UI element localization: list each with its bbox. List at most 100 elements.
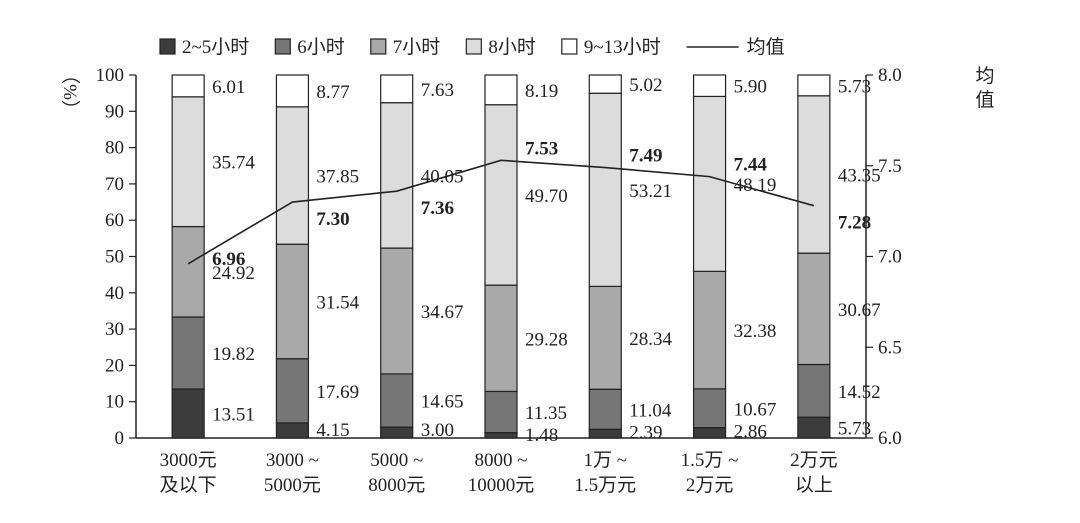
bar-segment <box>171 74 205 98</box>
mean-value-label: 7.53 <box>525 138 558 159</box>
chart-legend: 2~5小时 6小时 7小时 8小时 9~13小时 均值 <box>159 36 785 58</box>
bar-segment <box>484 284 518 393</box>
data-labels: 13.51 19.82 24.92 35.74 6.01 4.15 17.69 31.54 37… <box>212 75 880 446</box>
left-tick-label: 60 <box>105 210 124 231</box>
mean-value-label: 7.36 <box>421 198 454 219</box>
legend-swatch <box>159 38 176 55</box>
segment-value-label: 37.85 <box>316 167 359 188</box>
segment-value-label: 10.67 <box>734 399 777 420</box>
segment-value-label: 4.15 <box>316 420 349 441</box>
left-tick-label: 100 <box>96 65 125 86</box>
mean-value-label: 7.44 <box>734 155 768 176</box>
bar-segment <box>484 104 518 286</box>
legend-label: 7小时 <box>393 36 441 58</box>
segment-value-label: 35.74 <box>212 153 255 174</box>
bar-segment <box>380 247 414 375</box>
segment-value-label: 7.63 <box>421 80 454 101</box>
bar-segment <box>797 74 831 97</box>
category-label: 8000 ~ <box>474 450 527 471</box>
left-tick-label: 70 <box>105 174 124 195</box>
bar-segment <box>692 388 727 429</box>
category-label: 8000元 <box>368 475 425 496</box>
segment-value-label: 17.69 <box>316 382 359 403</box>
legend-label: 2~5小时 <box>182 36 249 58</box>
bar-segment <box>588 285 622 390</box>
bar-segment <box>171 96 205 228</box>
bar-segment <box>797 363 831 418</box>
right-tick-label: 7.5 <box>878 156 902 177</box>
segment-value-label: 5.90 <box>734 77 767 98</box>
legend-swatch <box>561 38 578 55</box>
bar-stacks <box>171 74 831 439</box>
legend-swatch <box>370 38 387 55</box>
segment-value-label: 49.70 <box>525 186 568 207</box>
segment-value-label: 24.92 <box>212 263 255 284</box>
left-tick-label: 40 <box>105 283 124 304</box>
legend-label: 9~13小时 <box>584 36 661 58</box>
left-tick-label: 30 <box>105 319 124 340</box>
segment-value-label: 6.01 <box>212 77 245 98</box>
segment-value-label: 14.65 <box>421 392 464 413</box>
mean-value-label: 6.96 <box>212 249 245 270</box>
bar-segment <box>171 316 205 390</box>
segment-value-label: 14.52 <box>838 382 881 403</box>
category-label: 5000 ~ <box>370 450 423 471</box>
bar-segment <box>275 74 310 108</box>
segment-value-label: 5.73 <box>838 419 871 440</box>
legend-label: 8小时 <box>488 36 536 58</box>
category-label: 2万元 <box>686 475 734 496</box>
segment-value-label: 48.19 <box>734 175 777 196</box>
bar-segment <box>797 252 831 366</box>
left-tick-label: 20 <box>105 355 124 376</box>
legend-label: 均值 <box>747 36 785 58</box>
segment-value-label: 32.38 <box>734 321 777 342</box>
bar-segment <box>692 95 727 272</box>
chart-axes: 0 10 20 30 40 50 60 70 80 90 100 （%） 6.0 6.5 7.0 7.5 8.0… <box>59 65 995 496</box>
bar-segment <box>275 243 310 360</box>
category-label: 1.5万 ~ <box>681 450 739 471</box>
category-label: 1.5万元 <box>574 475 636 496</box>
segment-value-label: 2.86 <box>734 421 767 442</box>
segment-value-label: 2.39 <box>629 422 662 443</box>
segment-value-label: 5.02 <box>629 75 662 96</box>
bar-segment <box>588 428 622 439</box>
category-label: 以上 <box>795 474 833 496</box>
segment-value-label: 34.67 <box>421 302 464 323</box>
segment-value-label: 31.54 <box>316 292 359 313</box>
right-tick-label: 8.0 <box>878 65 902 86</box>
segment-value-label: 30.67 <box>838 300 881 321</box>
bar-segment <box>275 106 310 245</box>
legend-swatch <box>274 38 291 55</box>
mean-value-label: 7.30 <box>316 209 349 230</box>
segment-value-label: 13.51 <box>212 404 255 425</box>
right-tick-label: 6.0 <box>878 428 902 449</box>
right-axis-title-char: 值 <box>975 89 994 111</box>
category-label: 1万 ~ <box>584 450 628 471</box>
bar-segment <box>275 422 310 439</box>
left-axis-title: （%） <box>59 65 81 119</box>
bar-segment <box>484 432 518 439</box>
bar-segment <box>380 102 414 249</box>
segment-value-label: 1.48 <box>525 425 558 446</box>
bar-segment <box>797 95 831 254</box>
category-label: 及以下 <box>160 475 217 496</box>
right-tick-label: 7.0 <box>878 247 902 268</box>
segment-value-label: 28.34 <box>629 329 672 350</box>
segment-value-label: 19.82 <box>212 344 255 365</box>
mean-value-label: 7.28 <box>838 213 871 234</box>
segment-value-label: 8.77 <box>316 82 349 103</box>
left-tick-label: 10 <box>105 392 124 413</box>
bar-segment <box>797 416 831 439</box>
mean-line <box>187 159 815 265</box>
legend-label: 6小时 <box>297 36 345 58</box>
segment-value-label: 53.21 <box>629 181 672 202</box>
bar-segment <box>275 358 310 424</box>
right-axis-title-char: 均 <box>975 65 994 87</box>
bar-segment <box>484 74 518 106</box>
bar-segment <box>692 74 727 98</box>
bar-segment <box>588 74 622 94</box>
bar-segment <box>380 74 414 104</box>
segment-value-label: 29.28 <box>525 329 568 350</box>
segment-value-label: 8.19 <box>525 81 558 102</box>
